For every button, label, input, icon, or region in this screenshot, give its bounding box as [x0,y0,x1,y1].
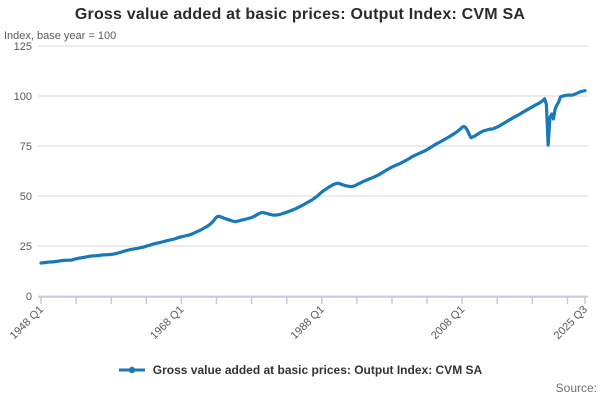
y-tick-label: 125 [14,41,32,53]
x-tick-label: 1988 Q1 [289,304,327,342]
axis-unit-label: Index, base year = 100 [4,30,117,42]
timeseries-chart[interactable]: 0 25 50 75 100 125 1948 Q1 1968 Q1 1988 Q1 2008 Q… [0,0,600,348]
legend-item[interactable]: Gross value added at basic prices: Outpu… [0,363,600,377]
y-tick-label: 100 [14,91,32,103]
x-tick-label: 2008 Q1 [429,304,467,342]
x-tick-label: 2025 Q3 [552,304,590,342]
y-tick-label: 25 [20,241,32,253]
page-title: Gross value added at basic prices: Outpu… [74,6,526,23]
x-tick-label: 1948 Q1 [8,304,46,342]
legend-line-marker-icon [118,366,145,374]
x-tick-label: 1968 Q1 [148,304,186,342]
series-line[interactable] [39,88,587,265]
source-label: Source: [555,381,597,395]
y-tick-label: 0 [26,291,32,303]
y-tick-label: 75 [20,141,32,153]
legend-label: Gross value added at basic prices: Outpu… [152,363,483,377]
y-tick-label: 50 [20,191,32,203]
